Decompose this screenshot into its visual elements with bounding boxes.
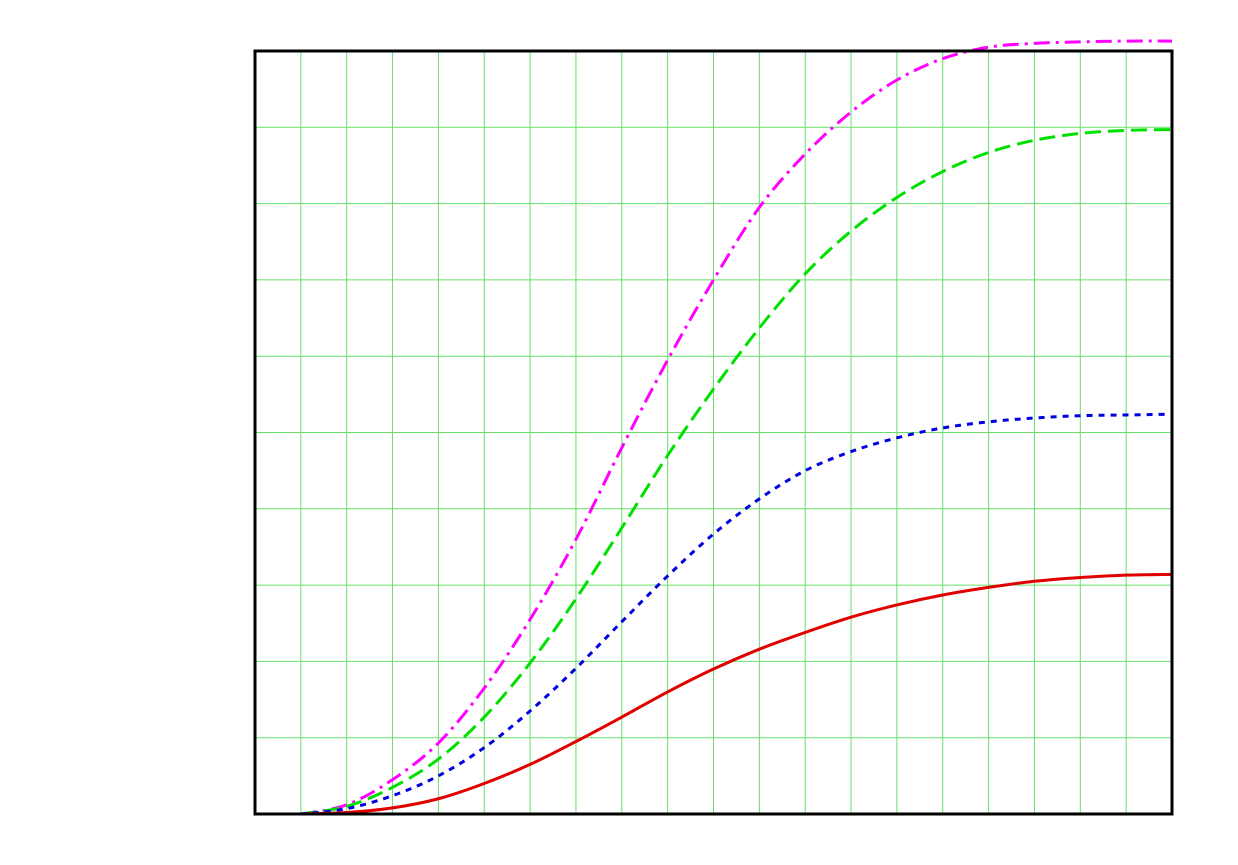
- series-lines: [300, 39, 1173, 816]
- series-line-dotted: [300, 412, 1173, 816]
- series-line-dashed: [300, 128, 1173, 816]
- plot-frame: [253, 49, 1174, 816]
- grid-lines: [255, 51, 1172, 814]
- series-line-solid: [300, 572, 1173, 816]
- series-line-dashdot: [300, 39, 1173, 816]
